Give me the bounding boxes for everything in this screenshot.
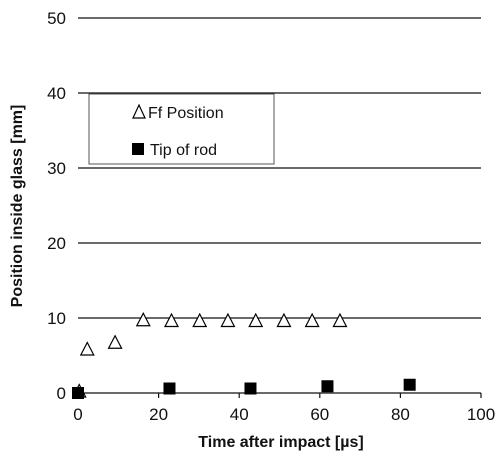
x-tick-label: 40 [230,405,249,424]
x-tick-labels: 0 20 40 60 80 100 [73,405,495,424]
x-tick-label: 20 [149,405,168,424]
point-tip-of-rod-2 [244,382,257,395]
y-tick-label: 40 [47,84,66,103]
legend-label-tip-of-rod: Tip of rod [150,142,217,159]
y-tick-label: 0 [57,384,66,403]
legend-box [88,93,275,165]
point-ff-position-4 [164,312,179,328]
point-tip-of-rod-1 [163,382,176,395]
point-ff-position-10 [332,312,348,328]
point-tip-of-rod-0 [72,387,84,399]
data-points [71,311,416,399]
point-ff-position-8 [276,312,292,328]
point-ff-position-9 [304,312,320,328]
point-ff-position-2 [107,334,123,349]
point-tip-of-rod-3 [321,380,334,393]
y-axis-title: Position inside glass [mm] [9,105,26,308]
point-ff-position-7 [248,312,264,328]
y-tick-label: 30 [47,159,66,178]
y-tick-label: 50 [47,9,66,28]
x-tick-label: 100 [467,405,495,424]
point-ff-position-3 [135,311,151,327]
point-tip-of-rod-4 [403,378,416,391]
legend-marker-triangle [132,103,146,119]
point-ff-position-5 [192,312,208,328]
legend-marker-square [132,143,144,155]
point-ff-position-6 [220,312,236,328]
y-tick-labels: 0 10 20 30 40 50 [47,9,66,403]
x-axis-title: Time after impact [µs] [198,434,363,451]
x-tick-label: 60 [310,405,329,424]
legend-label-ff-position: Ff Position [148,105,224,122]
y-tick-label: 20 [47,234,66,253]
point-ff-position-1 [79,341,95,356]
x-tick-label: 0 [73,405,82,424]
y-tick-label: 10 [47,309,66,328]
axes [77,392,482,398]
gridlines [78,17,481,319]
x-tick-label: 80 [391,405,410,424]
legend: Ff Position Tip of rod [88,93,275,165]
